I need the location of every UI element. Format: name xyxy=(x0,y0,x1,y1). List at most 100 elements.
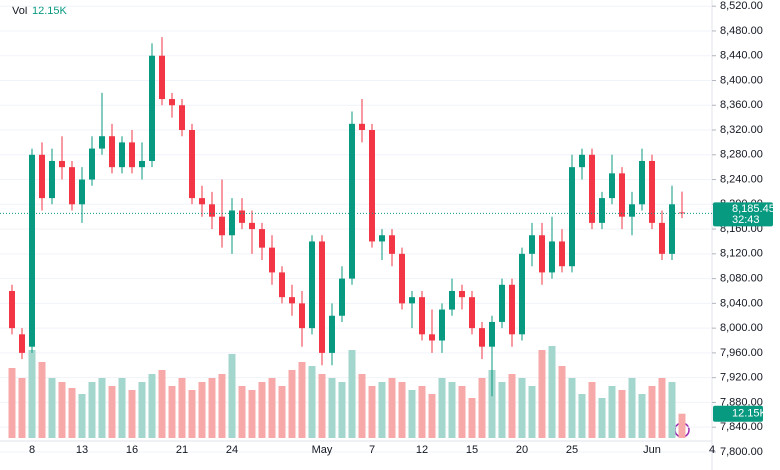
volume-bar xyxy=(538,350,546,438)
volume-bar xyxy=(348,350,356,438)
candle-body xyxy=(619,173,625,217)
last-price-box xyxy=(713,202,773,227)
volume-bar xyxy=(598,398,606,438)
candle-body xyxy=(159,55,165,100)
candle-body xyxy=(579,154,585,168)
candle-body xyxy=(529,235,535,254)
candle-body xyxy=(549,241,555,273)
x-tick-label: 15 xyxy=(466,444,478,456)
volume-bar xyxy=(408,390,416,438)
candle-body xyxy=(69,167,75,205)
volume-bar xyxy=(58,382,66,438)
volume-bar xyxy=(198,382,206,438)
volume-bar xyxy=(318,374,326,438)
volume-bar xyxy=(498,382,506,438)
candle-body xyxy=(249,222,255,230)
candle-body xyxy=(189,130,195,199)
volume-bar xyxy=(378,382,386,438)
candle-body xyxy=(39,154,45,199)
volume-bar xyxy=(678,413,686,438)
y-tick-label: 7,840.00 xyxy=(720,421,763,433)
y-tick-label: 8,120.00 xyxy=(720,248,763,260)
volume-bar xyxy=(558,366,566,438)
volume-bar xyxy=(588,382,596,438)
volume-bar xyxy=(658,378,666,438)
x-tick-label: 20 xyxy=(516,444,528,456)
volume-bar xyxy=(138,382,146,438)
volume-bar xyxy=(388,378,396,438)
candle-body xyxy=(589,154,595,223)
volume-bar xyxy=(518,378,526,438)
candle-body xyxy=(259,229,265,248)
y-tick-label: 8,440.00 xyxy=(720,50,763,62)
volume-bar xyxy=(48,378,56,438)
volume-bar xyxy=(298,362,306,438)
volume-bar xyxy=(508,374,516,438)
y-tick-label: 8,080.00 xyxy=(720,273,763,285)
candle-body xyxy=(569,167,575,267)
candle-body xyxy=(419,297,425,335)
volume-title: Vol xyxy=(12,5,27,17)
volume-bar xyxy=(288,370,296,438)
volume-bar xyxy=(308,366,316,438)
candle-body xyxy=(199,198,205,205)
volume-bar xyxy=(488,370,496,438)
volume-bar xyxy=(108,386,116,438)
volume-bar xyxy=(18,378,26,438)
candle-body xyxy=(389,235,395,254)
candle-body xyxy=(559,241,565,267)
candle-body xyxy=(229,210,235,236)
candle-body xyxy=(499,284,505,322)
volume-bar xyxy=(428,394,436,438)
y-tick-label: 7,960.00 xyxy=(720,347,763,359)
volume-bar xyxy=(178,378,186,438)
volume-bar xyxy=(8,368,16,438)
candle-body xyxy=(89,148,95,180)
candle-body xyxy=(179,105,185,131)
candle-body xyxy=(339,278,345,316)
x-tick-label: 4 xyxy=(709,444,715,456)
candle-body xyxy=(639,160,645,205)
candle-body xyxy=(329,315,335,353)
volume-bar xyxy=(528,386,536,438)
volume-bar xyxy=(118,378,126,438)
candle-body xyxy=(519,253,525,335)
y-tick-label: 8,480.00 xyxy=(720,25,763,37)
y-tick-label: 8,400.00 xyxy=(720,74,763,86)
candle-body xyxy=(669,204,675,254)
y-tick-label: 8,280.00 xyxy=(720,149,763,161)
volume-bar xyxy=(568,378,576,438)
volume-bar xyxy=(38,362,46,438)
candle-body xyxy=(129,142,135,168)
candle-body xyxy=(19,334,25,353)
y-tick-label: 8,520.00 xyxy=(720,0,763,12)
candle-body xyxy=(299,303,305,329)
x-tick-label: 16 xyxy=(126,444,138,456)
candle-body xyxy=(429,334,435,341)
volume-bar xyxy=(398,382,406,438)
candle-body xyxy=(469,297,475,329)
candle-body xyxy=(9,290,15,329)
y-tick-label: 7,920.00 xyxy=(720,372,763,384)
volume-legend-value: 12.15K xyxy=(32,5,68,17)
candle-body xyxy=(369,130,375,242)
candle-body xyxy=(399,253,405,304)
volume-bar xyxy=(418,386,426,438)
x-tick-label: May xyxy=(312,444,333,456)
candle-body xyxy=(59,160,65,168)
x-tick-label: 25 xyxy=(566,444,578,456)
candle-body xyxy=(439,309,445,341)
candle-body xyxy=(649,160,655,223)
volume-bar xyxy=(338,382,346,438)
candle-body xyxy=(609,173,615,199)
volume-bar xyxy=(448,382,456,438)
x-tick-label: 13 xyxy=(76,444,88,456)
volume-bar xyxy=(638,394,646,438)
volume-bar xyxy=(478,378,486,438)
candle-body xyxy=(49,160,55,199)
candle-body xyxy=(629,204,635,217)
volume-bar xyxy=(578,394,586,438)
volume-bar xyxy=(218,374,226,438)
candle-body xyxy=(239,210,245,223)
